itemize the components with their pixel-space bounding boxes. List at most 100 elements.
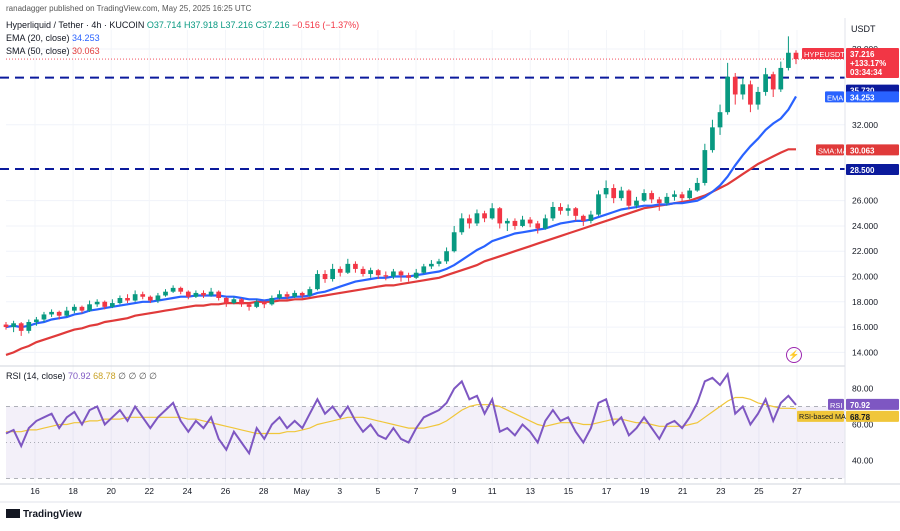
tradingview-logo[interactable]: TradingView — [6, 509, 82, 520]
candle — [231, 296, 237, 305]
lightning-icon[interactable]: ⚡ — [786, 347, 802, 363]
published-by: ranadagger published on TradingView.com,… — [6, 4, 252, 13]
candle — [216, 290, 222, 301]
sma-line — [5, 148, 796, 356]
candle-body — [542, 218, 548, 229]
sma-tag-bg — [846, 144, 899, 156]
candle-body — [535, 223, 541, 229]
candle — [201, 290, 206, 298]
time-tick-label: 27 — [792, 486, 802, 496]
candle-body — [679, 194, 685, 199]
candle-body — [360, 268, 366, 274]
candle-body — [140, 294, 146, 297]
candle-body — [231, 299, 237, 304]
support-tag-text: 28.500 — [850, 166, 875, 175]
ema-name-tag-bg — [825, 91, 844, 103]
candle-body — [398, 271, 404, 276]
sma-name-tag: SMA:MA — [816, 144, 848, 156]
candle — [778, 61, 784, 92]
candle-body — [710, 127, 715, 151]
candle-body — [193, 292, 199, 297]
candle-body — [322, 273, 328, 280]
candle — [368, 267, 373, 278]
symbol-tag: HYPEUSDT — [802, 48, 845, 60]
rsi-legend[interactable]: RSI (14, close) 70.92 68.78 ∅ ∅ ∅ ∅ — [6, 371, 157, 382]
candle — [558, 203, 563, 215]
candle — [254, 299, 260, 309]
candle — [474, 209, 480, 226]
symbol-label[interactable]: Hyperliquid / Tether · 4h · KUCOIN — [6, 20, 145, 30]
candle — [360, 266, 366, 277]
candle — [618, 186, 624, 201]
candle-body — [489, 208, 495, 219]
sma-name-tag-text: SMA:MA — [818, 146, 848, 155]
candle-body — [345, 263, 351, 273]
ema-series — [5, 95, 797, 329]
sma-legend[interactable]: SMA (50, close) 30.063 — [6, 46, 100, 56]
candle-body — [641, 193, 647, 201]
candle — [740, 78, 746, 100]
ema-legend-value: 34.253 — [72, 33, 100, 43]
rsi-legend-extra: ∅ ∅ ∅ ∅ — [118, 371, 158, 381]
candle-body — [208, 291, 214, 296]
symbol-tag-text: HYPEUSDT — [804, 50, 845, 59]
candle — [694, 177, 700, 192]
candle — [383, 271, 389, 281]
price-axis-currency: USDT — [851, 24, 876, 34]
candle — [580, 214, 586, 226]
candle — [345, 258, 351, 274]
candle-body — [755, 91, 761, 105]
candle — [679, 191, 685, 202]
candle-body — [41, 314, 47, 320]
price-tag-bg — [846, 48, 899, 79]
candle — [406, 272, 411, 282]
candle — [292, 290, 298, 298]
candle-body — [56, 311, 62, 316]
candle — [542, 214, 548, 230]
time-tick-label: 28 — [259, 486, 269, 496]
ema-tag: 34.253 — [846, 91, 899, 103]
candle — [79, 305, 85, 314]
candle — [786, 36, 791, 71]
time-tick-label: 11 — [488, 486, 497, 496]
candle-body — [429, 263, 434, 267]
sma-name-tag-bg — [816, 144, 844, 156]
time-tick-label: 13 — [526, 486, 536, 496]
candle — [717, 104, 723, 135]
candle — [641, 189, 647, 202]
candle — [322, 270, 328, 283]
candle-body — [3, 324, 9, 328]
rsi-ma-tag-bg — [846, 410, 899, 422]
price-axis-strip — [845, 0, 900, 526]
candle-body — [261, 301, 267, 305]
candle — [246, 303, 252, 311]
candle-body — [87, 304, 92, 311]
candle-body — [26, 322, 32, 331]
price-tick-label: 24.000 — [852, 221, 878, 231]
candle — [102, 300, 108, 310]
candle-body — [284, 294, 290, 297]
candle — [710, 119, 715, 153]
rsi-legend-label: RSI (14, close) — [6, 371, 66, 381]
candle — [467, 214, 472, 229]
rsi-line — [5, 371, 797, 456]
candle-body — [299, 292, 305, 296]
ema-legend-label: EMA (20, close) — [6, 33, 70, 43]
time-tick-label: May — [294, 486, 311, 496]
ema-legend[interactable]: EMA (20, close) 34.253 — [6, 33, 100, 43]
candle-body — [512, 220, 518, 226]
candle-body — [117, 298, 123, 304]
rsi-ma-name-tag: RSI-based MA — [797, 410, 846, 422]
candle — [482, 210, 487, 223]
candle-body — [573, 208, 579, 216]
candle-body — [588, 214, 594, 221]
candle — [41, 311, 47, 323]
candle-body — [178, 287, 184, 292]
candle — [72, 304, 77, 314]
rsi-pane — [5, 371, 845, 479]
time-tick-label: 15 — [564, 486, 574, 496]
candle — [687, 188, 693, 200]
candle — [163, 289, 168, 297]
sma-tag-text: 30.063 — [850, 146, 875, 155]
